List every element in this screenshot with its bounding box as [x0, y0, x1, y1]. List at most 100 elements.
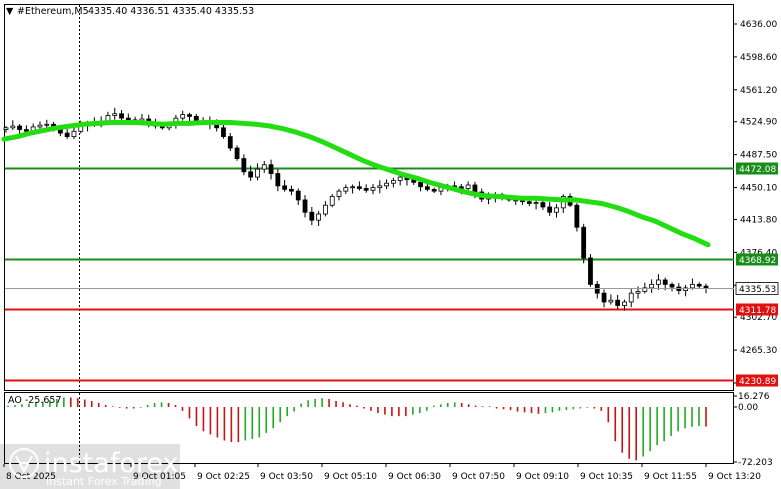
candle-body	[289, 188, 294, 192]
candle-body	[23, 129, 29, 132]
candle-body	[64, 132, 70, 137]
candle-body	[363, 188, 369, 191]
candle-body	[608, 299, 614, 303]
ao-label: AO -25.657	[8, 395, 62, 406]
level-tag-label: 4472.08	[739, 165, 776, 175]
main-chart-frame	[4, 4, 734, 391]
candle-body	[3, 127, 9, 130]
instaforex-logo: instaforex Instant Forex Trading	[0, 444, 180, 489]
candle-body	[533, 202, 539, 204]
candle-body	[642, 287, 648, 292]
candle-body	[221, 127, 226, 137]
level-lines: 4472.08 4368.92 4311.78 4230.89	[5, 162, 778, 387]
level-tag-label: 4311.78	[739, 306, 776, 316]
candle-body	[44, 123, 50, 126]
price-tick-label: 4265.30	[740, 346, 777, 356]
candle-body	[540, 202, 546, 208]
moving-average-line	[1, 120, 711, 248]
level-tag	[736, 303, 778, 316]
time-axis: 8 Oct 2025 9 Oct 01:05 9 Oct 02:25 9 Oct 03…	[3, 464, 761, 482]
candle-body	[547, 206, 553, 213]
candle-body	[628, 292, 634, 303]
candle-body	[227, 136, 233, 149]
candle-body	[662, 279, 668, 285]
symbol-label: #Ethereum,M5	[17, 6, 89, 17]
candle-body	[472, 184, 478, 193]
candle-body	[234, 147, 240, 159]
candle-body	[125, 117, 131, 121]
candle-body	[370, 187, 376, 191]
candle-body	[323, 204, 328, 215]
candle-body	[418, 181, 423, 188]
ao-scale-bottom: -72.203	[738, 458, 773, 468]
ohlc-readout: 4335.40 4336.51 4335.40 4335.53	[88, 6, 254, 17]
price-tick-label: 4561.20	[740, 86, 777, 96]
candle-body	[397, 176, 403, 181]
price-tick-label: 4487.50	[740, 151, 777, 161]
candle-body	[282, 185, 288, 190]
current-price: 4335.53	[5, 282, 779, 295]
candle-body	[295, 190, 301, 201]
time-tick-label: 9 Oct 06:30	[388, 472, 441, 482]
candle-body	[574, 204, 580, 228]
price-tick-label: 4450.10	[740, 184, 777, 194]
level-tag-label: 4230.89	[739, 377, 776, 387]
candle-body	[316, 213, 322, 221]
ao-scale-mid: 0.00	[738, 403, 758, 413]
candle-body	[526, 201, 532, 204]
candle-body	[10, 125, 16, 129]
candle-body	[622, 301, 627, 306]
candle-body	[180, 114, 186, 119]
candle-body	[255, 168, 260, 178]
logo-emblem-icon	[9, 448, 39, 478]
candle-body	[187, 114, 192, 117]
candle-body	[350, 186, 356, 189]
logo-brand: instaforex	[44, 448, 178, 479]
ao-axis: 16.276 0.00 -72.203 AO -25.657	[8, 392, 773, 468]
indicator-frame	[4, 392, 734, 464]
price-tick-label: 4302.70	[740, 313, 777, 323]
current-price-tag	[735, 282, 779, 295]
candle-body	[248, 171, 254, 178]
candle-body	[431, 188, 437, 192]
candle-body	[241, 158, 247, 173]
time-tick-label: 9 Oct 11:55	[644, 472, 697, 482]
candle-body	[581, 226, 587, 259]
menu-arrow-icon[interactable]: ▼	[6, 6, 14, 17]
price-tick-label: 4524.90	[740, 118, 777, 128]
price-tick-label: 4636.00	[740, 20, 777, 30]
candle-body	[309, 211, 315, 221]
candle-body	[588, 257, 593, 285]
time-tick-label: 9 Oct 10:35	[580, 472, 633, 482]
candle-body	[17, 125, 22, 130]
candle-body	[112, 113, 118, 116]
time-tick-label: 9 Oct 05:10	[324, 472, 377, 482]
candle-body	[302, 199, 308, 213]
candle-body	[615, 299, 621, 306]
level-tag	[736, 374, 778, 387]
level-tag	[736, 253, 778, 266]
logo-tagline: Instant Forex Trading	[46, 475, 162, 488]
candle-body	[465, 184, 471, 189]
level-tag-label: 4368.92	[739, 256, 776, 266]
time-tick-label: 9 Oct 02:25	[197, 472, 250, 482]
time-tick-label: 9 Oct 13:20	[708, 472, 761, 482]
candle-body	[424, 186, 430, 190]
candle-body	[649, 283, 655, 289]
candle-body	[119, 113, 124, 119]
candle-body	[71, 130, 77, 137]
price-tick-label: 4376.40	[740, 248, 777, 258]
candle-body	[601, 292, 607, 303]
candle-body	[356, 186, 362, 189]
candle-body	[683, 287, 689, 291]
candle-body	[635, 291, 641, 294]
candle-body	[390, 180, 396, 184]
time-tick-label: 8 Oct 2025	[6, 472, 56, 482]
candle-body	[554, 207, 559, 213]
price-axis: 4636.00 4598.60 4561.20 4524.90 4487.50 4450.…	[734, 20, 777, 389]
candle-body	[261, 164, 267, 170]
candle-body	[690, 283, 695, 289]
current-price-label: 4335.53	[739, 285, 776, 295]
time-tick-label: 9 Oct 07:50	[452, 472, 505, 482]
